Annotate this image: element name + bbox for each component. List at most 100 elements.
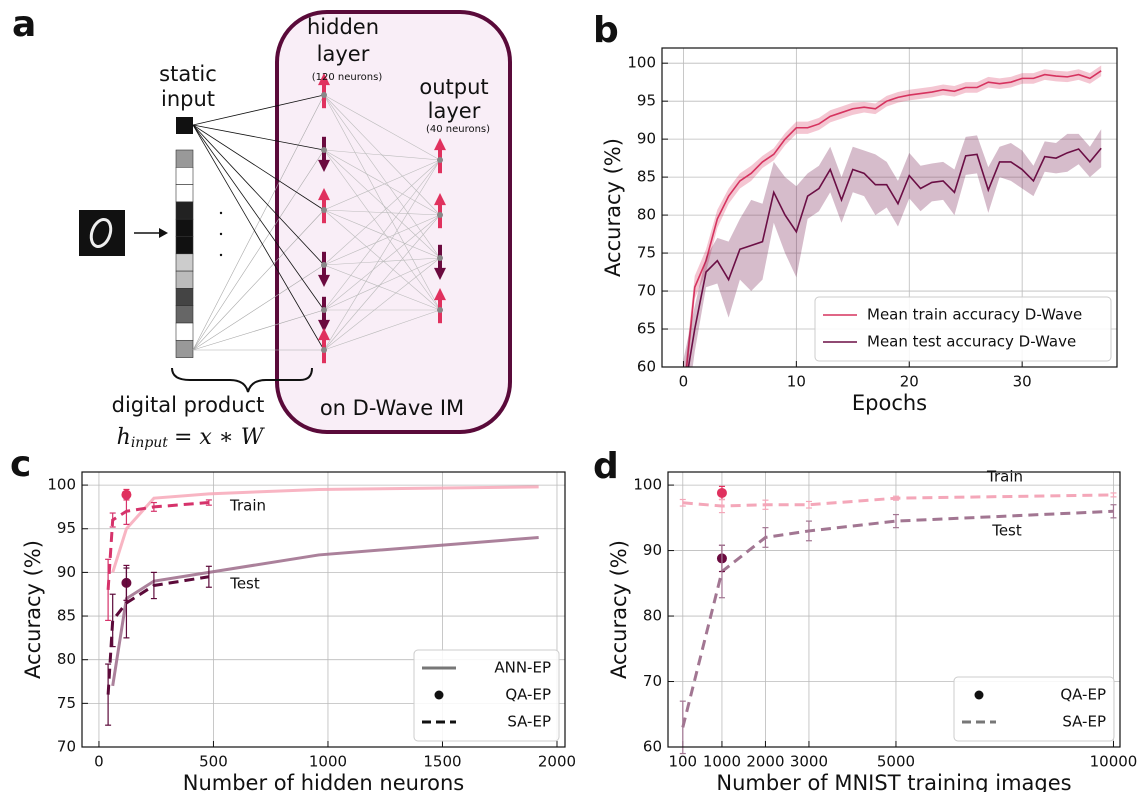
x-tick-label: 500 (199, 753, 228, 771)
input-unit (176, 117, 193, 134)
frame (667, 471, 1121, 748)
error-bar (150, 501, 157, 512)
x-axis-label: Epochs (852, 391, 927, 415)
x-tick-label: 30 (1013, 373, 1032, 391)
x-tick-label: 10 (787, 373, 806, 391)
formula-part: input (131, 435, 168, 451)
y-tick-label: 85 (637, 168, 656, 186)
y-axis-label: Accuracy (%) (21, 540, 45, 679)
spin-head (318, 188, 330, 201)
connection (323, 149, 441, 311)
error-band (685, 65, 1102, 367)
connection (192, 124, 325, 351)
node (321, 92, 327, 98)
spin-head (318, 159, 330, 172)
y-tick-label: 95 (637, 92, 656, 110)
y-tick-label: 95 (57, 519, 76, 537)
arrow-head (159, 228, 168, 238)
connection (192, 94, 325, 351)
legend-label: Mean test accuracy D-Wave (867, 333, 1076, 351)
annotation: Test (229, 575, 260, 593)
input-cell (175, 184, 194, 203)
connection (323, 264, 441, 311)
input-cell (175, 149, 194, 168)
dot (219, 232, 223, 236)
digit-image (79, 210, 125, 256)
formula-part: = x ∗ W (174, 425, 266, 450)
spin-head (434, 193, 446, 206)
brace (171, 367, 313, 393)
error-bar (1110, 492, 1117, 498)
error-bar (205, 565, 212, 588)
connection (323, 94, 441, 311)
node (437, 255, 443, 261)
x-axis-label: Number of hidden neurons (183, 771, 464, 792)
y-tick-label: 80 (637, 206, 656, 224)
x-tick-label: 1000 (309, 753, 347, 771)
y-tick-label: 90 (637, 130, 656, 148)
spin-head (318, 328, 330, 341)
formula: hinput = x ∗ W (117, 425, 266, 451)
line (106, 501, 209, 590)
input-cell (175, 322, 194, 341)
formula-part: h (117, 425, 131, 450)
input-cell (175, 270, 194, 289)
annotation: Train (986, 468, 1023, 486)
panel-letter: b (593, 10, 619, 51)
connection (323, 159, 441, 311)
x-tick-label: 5000 (877, 753, 915, 771)
frame (81, 471, 566, 748)
x-tick-label: 100 (668, 753, 697, 771)
x-tick-label: 10000 (1090, 753, 1137, 771)
y-tick-label: 100 (47, 476, 76, 494)
x-tick-label: 2000 (746, 753, 784, 771)
connection (192, 309, 325, 351)
legend-label: Mean train accuracy D-Wave (867, 306, 1082, 324)
x-axis-label: Number of MNIST training images (716, 771, 1071, 792)
node (437, 157, 443, 163)
connection (192, 124, 325, 311)
error-bar (109, 593, 116, 648)
error-bar (150, 571, 157, 600)
x-tick-label: 1500 (423, 753, 461, 771)
connection (323, 257, 441, 311)
connection (323, 149, 441, 161)
x-tick-label: 20 (900, 373, 919, 391)
x-tick-label: 2000 (538, 753, 576, 771)
input-cell (175, 253, 194, 272)
error-bar (205, 499, 212, 506)
y-tick-label: 70 (57, 738, 76, 756)
panel-letter: a (12, 4, 36, 45)
node (321, 262, 327, 268)
panel-letter: c (10, 444, 31, 485)
connection (323, 159, 441, 211)
y-tick-label: 60 (643, 738, 662, 756)
input-cell (175, 288, 194, 306)
y-tick-label: 75 (637, 244, 656, 262)
legend-label: SA-EP (1062, 713, 1106, 731)
node (437, 307, 443, 313)
connection (192, 94, 325, 126)
error-bar (892, 495, 899, 501)
diagram-text: layer (317, 42, 370, 66)
diagram-text: hidden (307, 15, 379, 39)
y-tick-label: 65 (637, 320, 656, 338)
spin-head (434, 267, 446, 280)
connection (323, 149, 441, 259)
error-bar (123, 567, 130, 639)
dot (219, 211, 223, 215)
error-bar (805, 520, 812, 542)
line (111, 485, 539, 573)
input-cell (175, 167, 194, 185)
error-bar (109, 512, 116, 528)
node (321, 147, 327, 153)
y-tick-label: 75 (57, 694, 76, 712)
error-bar (679, 498, 686, 507)
connection (323, 214, 441, 266)
node (437, 212, 443, 218)
x-tick-label: 0 (679, 373, 689, 391)
legend-swatch (974, 690, 984, 700)
diagram-text: on D-Wave IM (320, 396, 464, 420)
input-cell (175, 305, 194, 324)
